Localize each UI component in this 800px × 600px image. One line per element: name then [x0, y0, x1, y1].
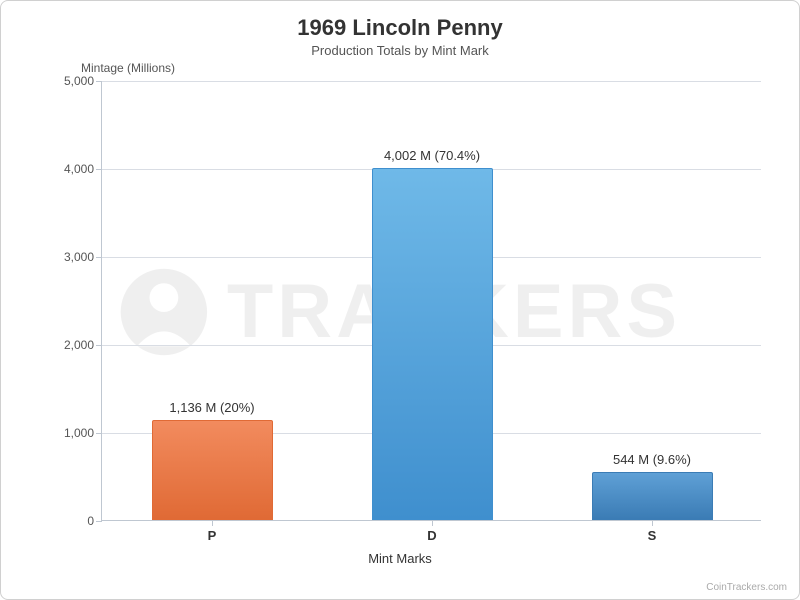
x-tick-mark	[432, 520, 433, 526]
y-tick-label: 5,000	[64, 74, 94, 88]
chart-subtitle: Production Totals by Mint Mark	[1, 41, 799, 58]
y-tick-mark	[96, 521, 102, 522]
y-tick-mark	[96, 433, 102, 434]
y-axis-title: Mintage (Millions)	[81, 61, 175, 75]
data-label-d: 4,002 M (70.4%)	[384, 148, 480, 163]
bar-p	[152, 420, 273, 520]
x-tick-label-p: P	[208, 528, 217, 543]
bar-d	[372, 168, 493, 520]
y-tick-mark	[96, 345, 102, 346]
data-label-s: 544 M (9.6%)	[613, 452, 691, 467]
y-tick-label: 0	[87, 514, 94, 528]
y-tick-mark	[96, 257, 102, 258]
y-tick-label: 4,000	[64, 162, 94, 176]
attribution: CoinTrackers.com	[706, 582, 787, 593]
y-tick-label: 2,000	[64, 338, 94, 352]
data-label-p: 1,136 M (20%)	[169, 400, 254, 415]
y-tick-label: 1,000	[64, 426, 94, 440]
x-tick-label-s: S	[648, 528, 657, 543]
x-axis-title: Mint Marks	[368, 551, 432, 566]
bar-s	[592, 472, 713, 520]
chart-container: TRACKERS 1969 Lincoln Penny Production T…	[0, 0, 800, 600]
x-tick-mark	[212, 520, 213, 526]
x-tick-label-d: D	[427, 528, 436, 543]
chart-title: 1969 Lincoln Penny	[1, 1, 799, 41]
gridline	[102, 81, 761, 82]
plot-area: 01,0002,0003,0004,0005,0001,136 M (20%)P…	[101, 81, 761, 521]
x-tick-mark	[652, 520, 653, 526]
y-tick-mark	[96, 81, 102, 82]
y-tick-label: 3,000	[64, 250, 94, 264]
y-tick-mark	[96, 169, 102, 170]
